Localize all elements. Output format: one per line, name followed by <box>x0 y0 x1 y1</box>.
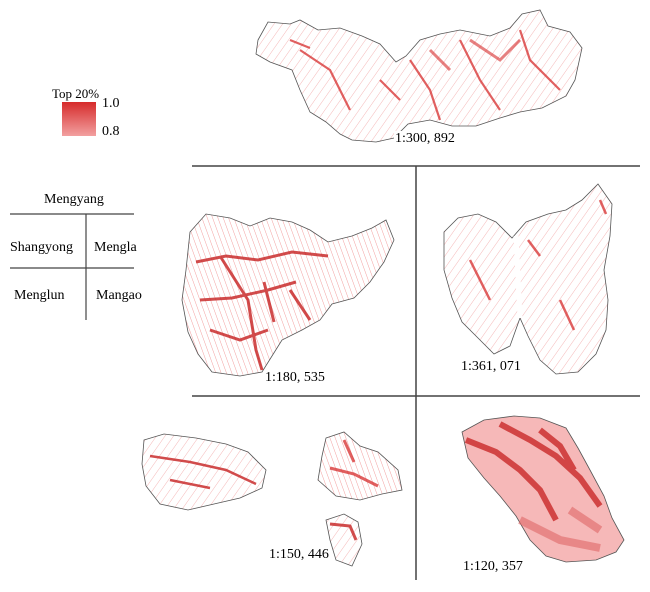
key-menglun: Menglun <box>14 288 65 303</box>
legend-low-label: 0.8 <box>102 124 120 139</box>
key-mengla: Mengla <box>94 240 137 255</box>
legend-title: Top 20% <box>52 86 100 101</box>
scale-label-mangao: 1:120, 357 <box>462 559 524 575</box>
legend-high-label: 1.0 <box>102 96 120 111</box>
scale-label-mengyang: 1:300, 892 <box>394 131 456 147</box>
region-key-lines <box>10 213 134 320</box>
region-mangao <box>461 415 625 563</box>
region-shangyong <box>181 213 395 377</box>
region-mengyang <box>255 9 583 143</box>
scale-label-menglun: 1:150, 446 <box>268 547 330 563</box>
region-menglun <box>141 431 403 567</box>
scale-label-mengla: 1:361, 071 <box>460 359 522 375</box>
legend-color-ramp <box>62 102 96 136</box>
key-shangyong: Shangyong <box>10 240 73 255</box>
key-mengyang: Mengyang <box>44 192 104 207</box>
panel-dividers <box>192 165 640 580</box>
region-mengla <box>443 183 613 375</box>
scale-label-shangyong: 1:180, 535 <box>264 370 326 386</box>
key-mangao: Mangao <box>96 288 142 303</box>
